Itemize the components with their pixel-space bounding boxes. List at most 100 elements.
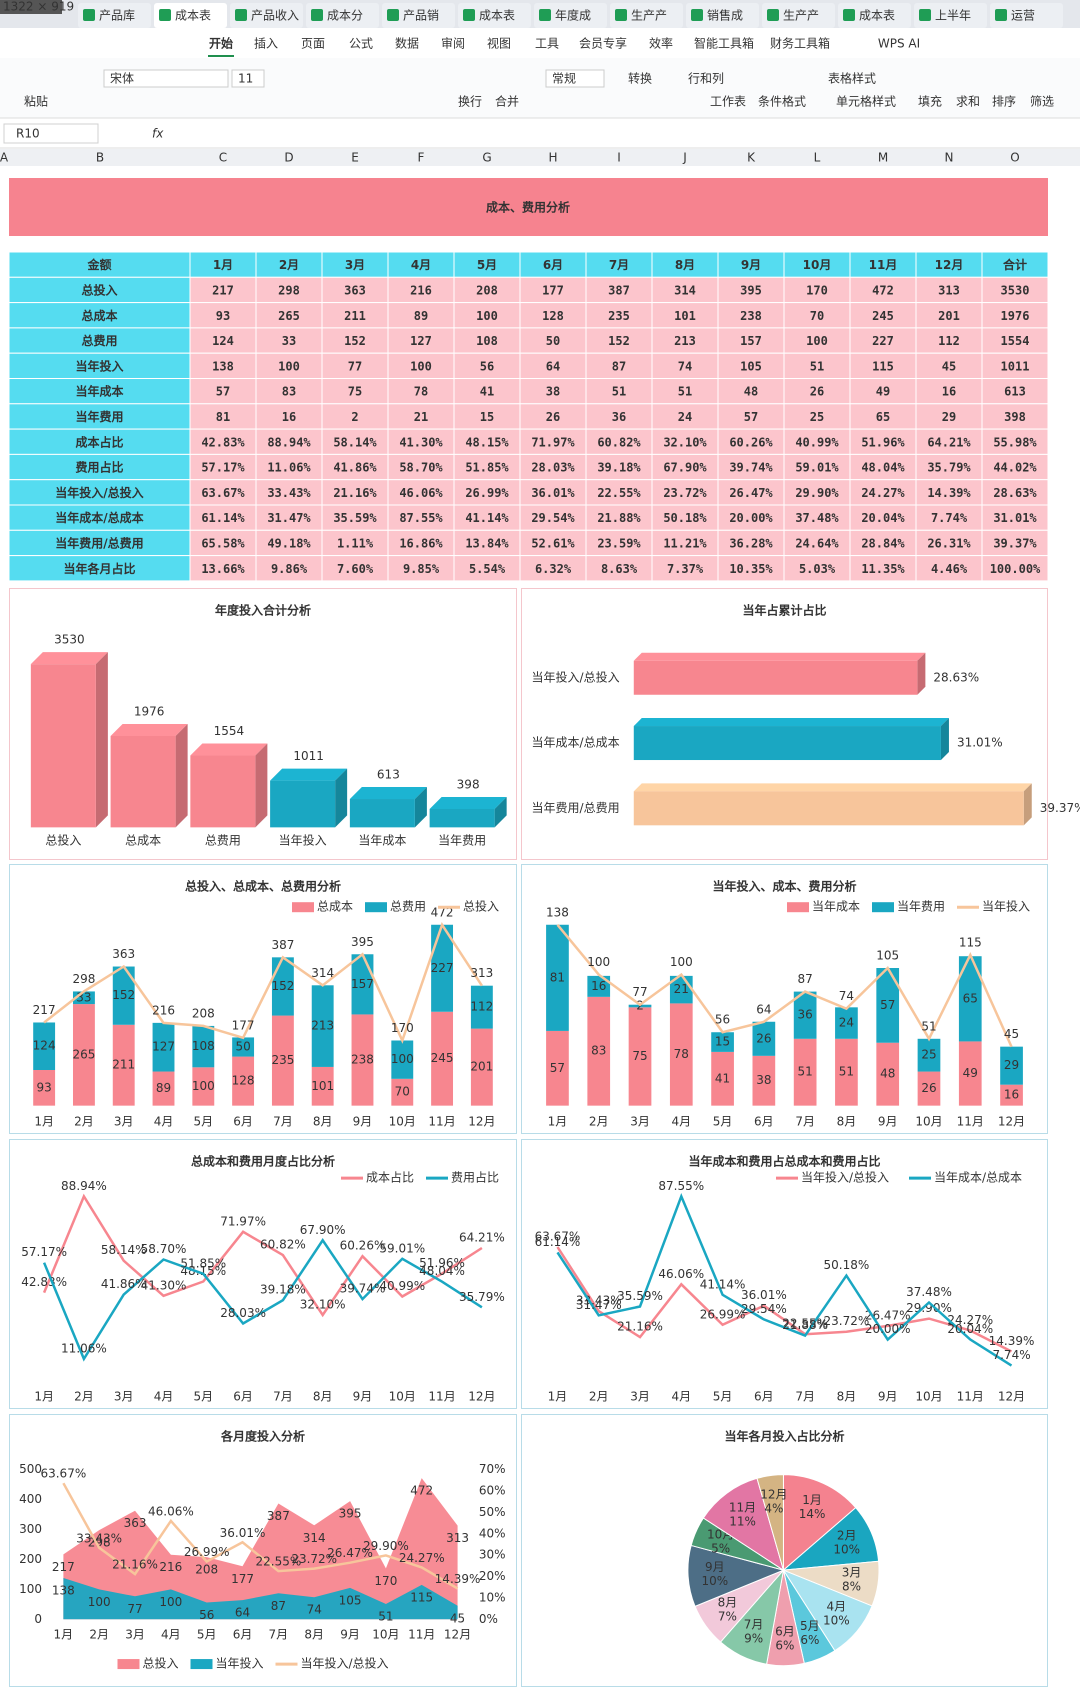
column-header[interactable]: M (878, 151, 888, 165)
y2-tick-label: 70% (479, 1462, 506, 1476)
table-cell-text: 227 (872, 334, 894, 348)
ribbon-label[interactable]: 换行 (458, 95, 482, 109)
x-tick-label: 8月 (313, 1114, 333, 1128)
x-tick-label: 3月 (114, 1114, 134, 1128)
menu-item[interactable]: 工具 (535, 37, 559, 51)
table-cell-text: 7月 (609, 258, 629, 272)
column-header[interactable]: N (945, 151, 954, 165)
table-cell-text: 14.39% (927, 486, 971, 500)
x-tick-label: 8月 (304, 1628, 324, 1642)
menu-item[interactable]: 审阅 (441, 36, 465, 51)
table-cell-text: 211 (344, 309, 366, 323)
tab[interactable]: 年度成 (555, 8, 591, 23)
menu-item[interactable]: WPS AI (878, 37, 920, 51)
column-header[interactable]: F (418, 151, 425, 165)
table-cell-text: 11.35% (861, 562, 905, 576)
column-header[interactable]: H (548, 151, 557, 165)
ribbon-label[interactable]: 行和列 (688, 72, 724, 86)
column-header[interactable]: L (814, 151, 821, 165)
tab[interactable]: 生产产 (631, 9, 667, 23)
table-cell-text: 1.11% (337, 536, 374, 550)
column-header[interactable]: J (682, 151, 687, 165)
menu-item[interactable]: 开始 (209, 36, 233, 51)
data-label: 1011 (293, 749, 324, 763)
tab[interactable]: 成本表 (859, 9, 895, 23)
ribbon-label[interactable]: 11 (238, 72, 253, 86)
x-tick-label: 12月 (468, 1114, 495, 1128)
ribbon-label[interactable]: 表格样式 (828, 71, 876, 86)
table-cell (585, 251, 653, 278)
ribbon-label[interactable]: 填充 (918, 94, 942, 109)
column-header[interactable]: I (617, 151, 621, 165)
format-box (545, 69, 605, 88)
data-label: 101 (311, 1079, 334, 1093)
ribbon-label[interactable]: 工作表 (710, 95, 746, 109)
y-tick-label: 当年成本/总成本 (532, 736, 620, 750)
ribbon-label[interactable]: 常规 (552, 71, 576, 86)
column-header[interactable]: K (747, 151, 756, 165)
column-header[interactable]: E (351, 151, 359, 165)
table-cell (387, 251, 455, 278)
table-cell-text: 298 (278, 283, 300, 297)
menu-item[interactable]: 效率 (649, 36, 673, 51)
ribbon-label[interactable]: 宋体 (110, 71, 134, 86)
menu-item[interactable]: 数据 (395, 36, 419, 51)
x-tick-label: 2月 (89, 1628, 109, 1642)
bar (33, 1070, 56, 1106)
table-cell (321, 428, 389, 455)
menu-item[interactable]: 财务工具箱 (770, 36, 830, 51)
x-tick-label: 1月 (548, 1389, 568, 1403)
column-header[interactable]: C (219, 151, 227, 165)
tab-icon (311, 9, 323, 21)
table-cell (519, 352, 587, 380)
tab[interactable]: 生产产 (783, 9, 819, 23)
tab[interactable]: 产品销 (403, 9, 439, 23)
tab[interactable]: 成本表 (479, 9, 515, 23)
tab[interactable]: 产品收入 (251, 9, 299, 23)
table-cell-text: 21 (414, 410, 428, 424)
menu-item[interactable]: 智能工具箱 (694, 36, 754, 51)
tab[interactable]: 销售成 (707, 8, 743, 23)
bar (633, 660, 918, 695)
column-header[interactable]: D (284, 151, 293, 165)
tab[interactable]: 成本分 (327, 9, 363, 23)
table-cell (8, 352, 191, 380)
tab[interactable]: 成本表 (175, 9, 211, 23)
column-header-bar (0, 149, 1080, 166)
ribbon-label[interactable]: 条件格式 (758, 94, 806, 109)
ribbon-label[interactable]: 粘贴 (24, 94, 48, 109)
ribbon-label[interactable]: 求和 (956, 95, 980, 109)
menu-item[interactable]: 插入 (254, 37, 278, 51)
data-label: 100 (88, 1595, 111, 1609)
tab[interactable]: 运营 (1011, 9, 1035, 23)
table-cell (189, 276, 257, 304)
column-header[interactable]: G (482, 151, 491, 165)
menu-item[interactable]: 公式 (349, 37, 373, 51)
data-label: 235 (271, 1053, 294, 1067)
x-tick-label: 3月 (630, 1389, 650, 1403)
menu-item[interactable]: 页面 (301, 37, 325, 51)
ribbon-label[interactable]: 排序 (992, 94, 1016, 109)
column-header[interactable]: O (1010, 151, 1019, 165)
data-label: 363 (124, 1516, 147, 1530)
table-cell (519, 504, 587, 531)
tab[interactable]: 上半年 (935, 9, 971, 23)
data-label: 63.67% (40, 1467, 86, 1481)
tab[interactable]: 产品库 (99, 8, 135, 23)
data-label: 77 (632, 985, 647, 999)
ribbon-label[interactable]: 合并 (495, 94, 519, 109)
menu-item[interactable]: 视图 (487, 36, 511, 51)
table-cell (8, 327, 191, 354)
ribbon-label[interactable]: 转换 (628, 71, 652, 86)
table-cell-text: 当年投入 (75, 358, 123, 373)
table-cell (651, 504, 719, 531)
table-cell-text: 当年费用/总费用 (55, 535, 143, 550)
table-cell (321, 327, 389, 354)
ribbon-label[interactable]: 单元格样式 (836, 94, 896, 109)
y-tick-label: 200 (19, 1552, 42, 1566)
menu-item[interactable]: 会员专享 (579, 36, 627, 51)
column-header[interactable]: B (96, 151, 104, 165)
column-header[interactable]: A (0, 151, 9, 165)
table-cell (651, 327, 719, 354)
ribbon-label[interactable]: 筛选 (1030, 94, 1054, 109)
